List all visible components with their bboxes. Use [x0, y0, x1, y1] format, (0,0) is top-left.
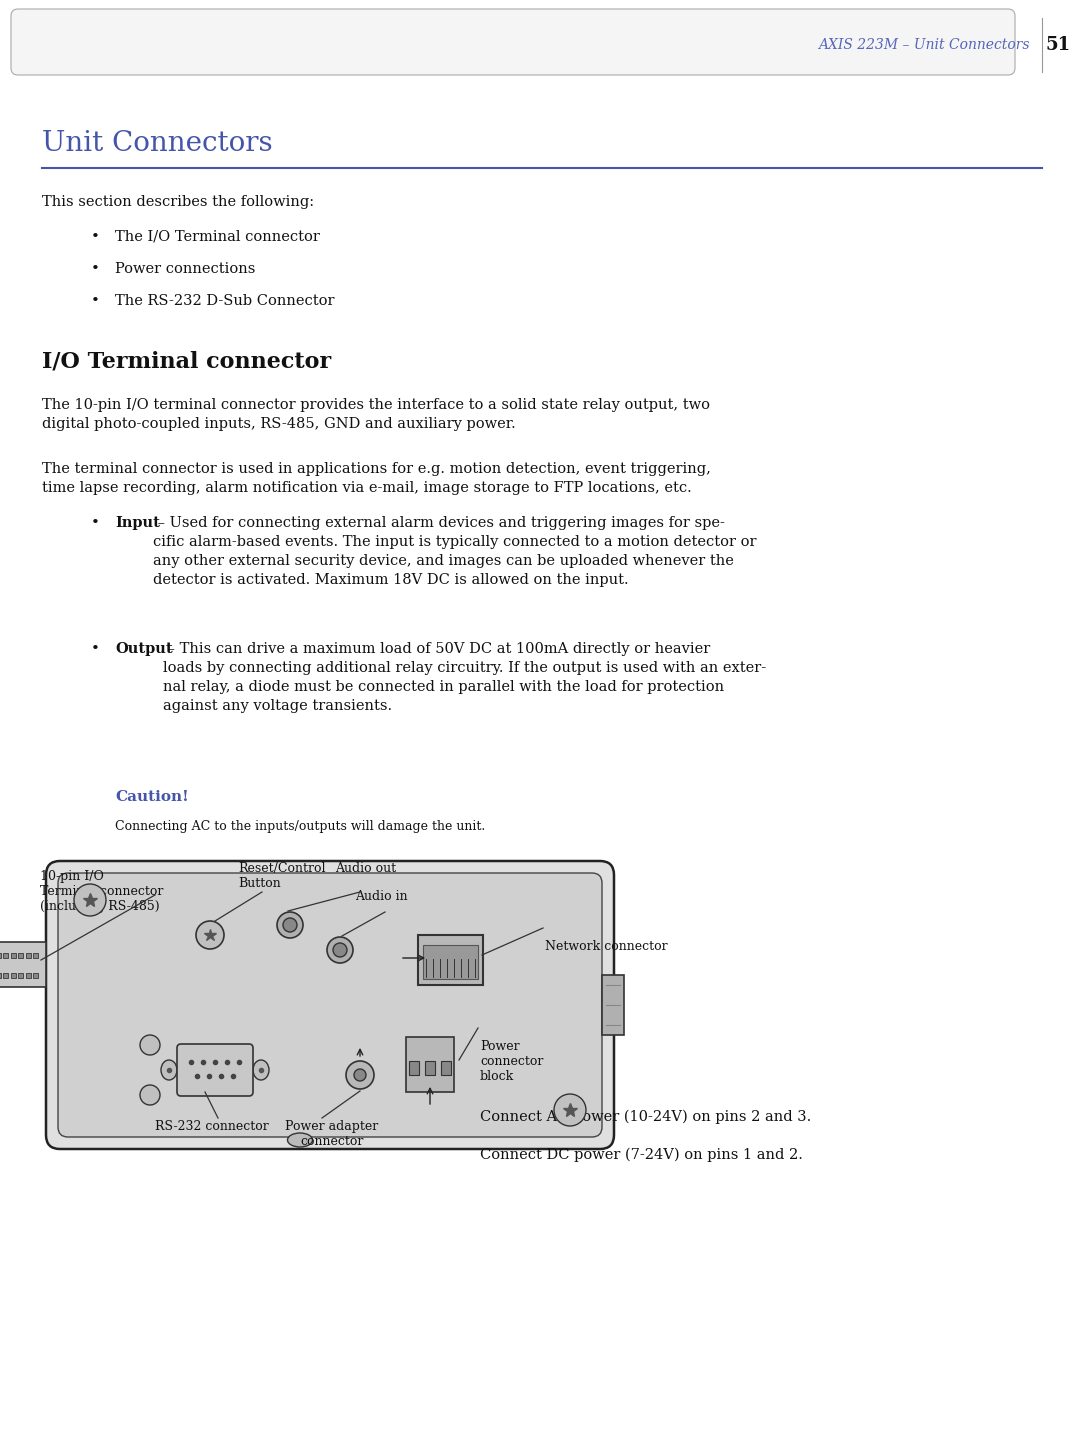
Bar	[409, 1061, 419, 1075]
Text: Connect AC power (10-24V) on pins 2 and 3.: Connect AC power (10-24V) on pins 2 and …	[480, 1110, 811, 1124]
Circle shape	[354, 1070, 366, 1081]
Bar	[3, 952, 8, 958]
Bar	[26, 972, 30, 978]
Bar	[423, 945, 478, 980]
Circle shape	[75, 884, 106, 917]
Bar	[441, 1061, 451, 1075]
Bar	[418, 935, 483, 985]
Text: Input: Input	[114, 516, 160, 531]
Text: This section describes the following:: This section describes the following:	[42, 194, 314, 209]
Circle shape	[554, 1094, 586, 1125]
Text: The RS-232 D-Sub Connector: The RS-232 D-Sub Connector	[114, 295, 335, 307]
Text: •: •	[91, 516, 99, 531]
Text: •: •	[91, 230, 99, 245]
Ellipse shape	[287, 1133, 312, 1147]
Circle shape	[333, 942, 347, 957]
Text: Caution!: Caution!	[114, 789, 189, 804]
Text: •: •	[91, 295, 99, 307]
Bar	[406, 1037, 454, 1093]
Bar	[11, 972, 15, 978]
Circle shape	[195, 921, 224, 950]
Text: Unit Connectors: Unit Connectors	[42, 130, 272, 157]
Circle shape	[346, 1061, 374, 1090]
Text: Power adapter
connector: Power adapter connector	[285, 1120, 378, 1148]
Text: Power connections: Power connections	[114, 262, 255, 276]
Text: – Used for connecting external alarm devices and triggering images for spe-
cifi: – Used for connecting external alarm dev…	[153, 516, 756, 586]
Text: 10-pin I/O
Terminal connector
(including RS-485): 10-pin I/O Terminal connector (including…	[40, 869, 163, 912]
Bar	[426, 1061, 435, 1075]
Bar	[18, 972, 23, 978]
Text: The 10-pin I/O terminal connector provides the interface to a solid state relay : The 10-pin I/O terminal connector provid…	[42, 398, 710, 430]
Text: Connect DC power (7-24V) on pins 1 and 2.: Connect DC power (7-24V) on pins 1 and 2…	[480, 1148, 802, 1163]
Text: Audio in: Audio in	[355, 889, 407, 902]
Text: •: •	[91, 262, 99, 276]
FancyBboxPatch shape	[46, 861, 615, 1148]
Bar	[0, 942, 46, 987]
FancyBboxPatch shape	[58, 872, 602, 1137]
Circle shape	[276, 912, 303, 938]
FancyBboxPatch shape	[177, 1044, 253, 1095]
Text: Audio out: Audio out	[335, 862, 396, 875]
Text: AXIS 223M – Unit Connectors: AXIS 223M – Unit Connectors	[819, 39, 1030, 51]
Text: The terminal connector is used in applications for e.g. motion detection, event : The terminal connector is used in applic…	[42, 462, 711, 495]
Ellipse shape	[161, 1060, 177, 1080]
Bar	[33, 952, 38, 958]
Text: Connecting AC to the inputs/outputs will damage the unit.: Connecting AC to the inputs/outputs will…	[114, 819, 485, 834]
Ellipse shape	[253, 1060, 269, 1080]
Text: Reset/Control
Button: Reset/Control Button	[238, 862, 325, 889]
Text: The I/O Terminal connector: The I/O Terminal connector	[114, 230, 320, 245]
Circle shape	[327, 937, 353, 962]
Text: I/O Terminal connector: I/O Terminal connector	[42, 350, 332, 372]
Text: Network connector: Network connector	[545, 940, 667, 952]
Circle shape	[283, 918, 297, 932]
Text: Power
connector
block: Power connector block	[480, 1040, 543, 1083]
Circle shape	[140, 1085, 160, 1105]
Bar	[26, 952, 30, 958]
Text: – This can drive a maximum load of 50V DC at 100mA directly or heavier
loads by : – This can drive a maximum load of 50V D…	[163, 642, 766, 712]
Text: •: •	[91, 642, 99, 656]
Bar	[33, 972, 38, 978]
FancyBboxPatch shape	[11, 9, 1015, 74]
Bar	[3, 972, 8, 978]
Text: 51: 51	[1045, 36, 1070, 54]
Bar	[602, 975, 624, 1035]
Circle shape	[140, 1035, 160, 1055]
Text: RS-232 connector: RS-232 connector	[156, 1120, 269, 1133]
Bar	[11, 952, 15, 958]
Text: Output: Output	[114, 642, 173, 656]
Bar	[18, 952, 23, 958]
